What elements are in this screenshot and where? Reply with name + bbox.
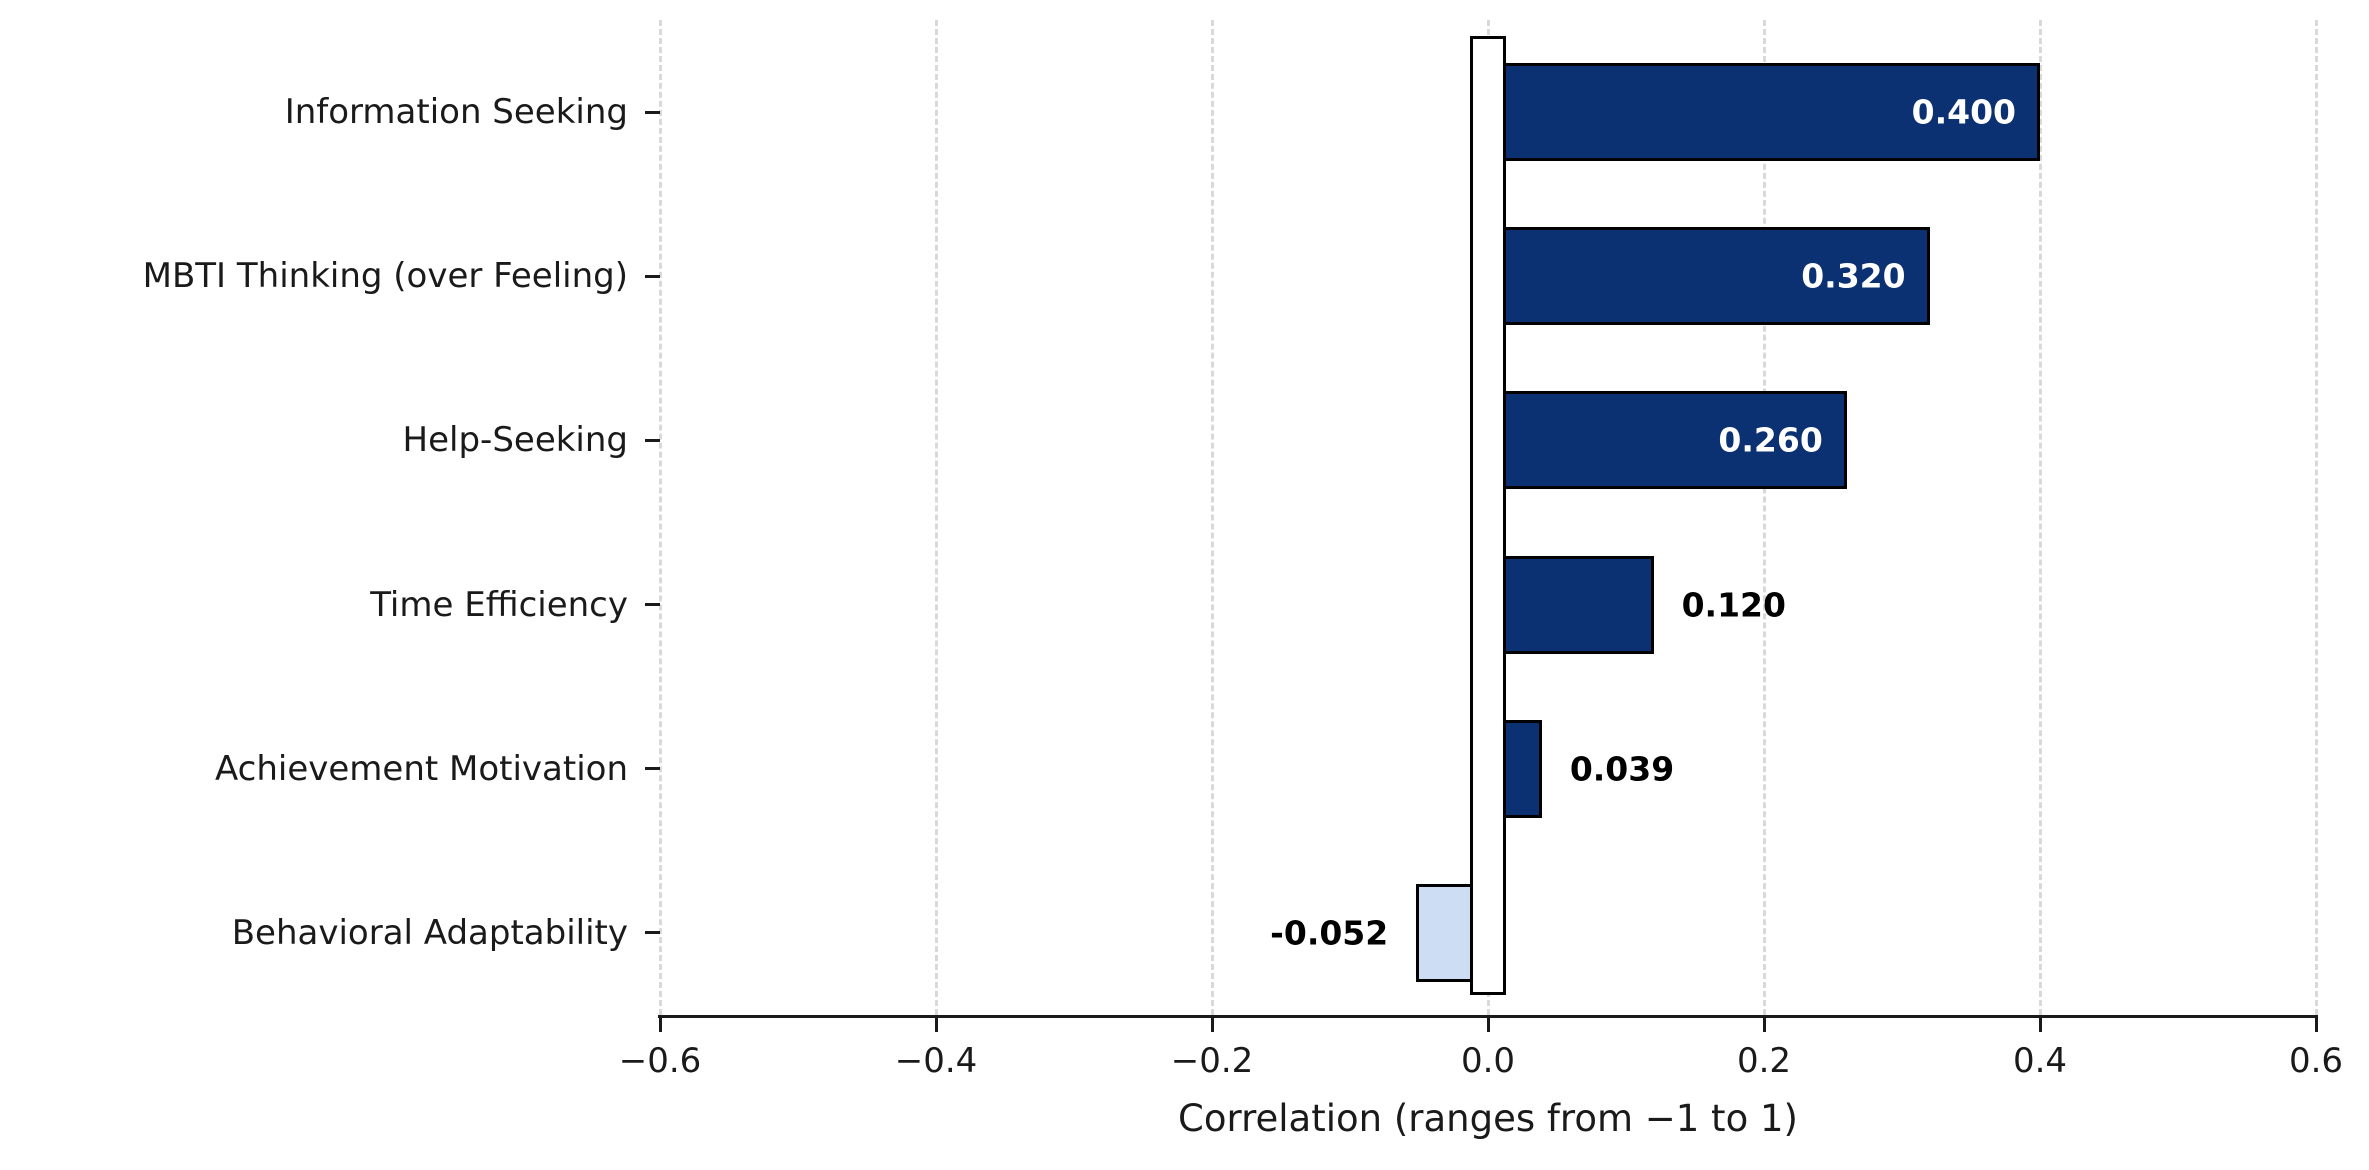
- x-tick-mark: [934, 1018, 938, 1032]
- gridline: [658, 20, 662, 1015]
- bar: [1488, 63, 2040, 162]
- x-tick-label: 0.0: [1460, 1041, 1516, 1081]
- gridline: [1210, 20, 1214, 1015]
- x-tick-mark: [658, 1018, 662, 1032]
- y-tick-mark: [645, 603, 660, 607]
- category-label: Help-Seeking: [402, 420, 628, 461]
- bar-value-label: -0.052: [1270, 913, 1389, 953]
- x-axis-line: [658, 1015, 2318, 1018]
- y-tick-mark: [645, 274, 660, 278]
- bar: [1488, 227, 1930, 326]
- gridline: [2038, 20, 2042, 1015]
- category-label: Time Efficiency: [370, 584, 628, 625]
- y-tick-mark: [645, 110, 660, 114]
- gridline: [2314, 20, 2318, 1015]
- x-tick-label: −0.6: [618, 1041, 702, 1081]
- gridline: [934, 20, 938, 1015]
- bar: [1488, 391, 1847, 490]
- bar: [1488, 555, 1654, 654]
- zero-reference-marker: [1470, 36, 1506, 995]
- x-tick-label: 0.2: [1736, 1041, 1792, 1081]
- category-label: Information Seeking: [284, 92, 628, 133]
- x-tick-label: −0.4: [894, 1041, 978, 1081]
- x-tick-label: 0.6: [2288, 1041, 2344, 1081]
- x-tick-label: 0.4: [2012, 1041, 2068, 1081]
- bar-value-label: 0.400: [1911, 92, 2016, 132]
- x-tick-mark: [2314, 1018, 2318, 1032]
- gridline: [1762, 20, 1766, 1015]
- category-label: MBTI Thinking (over Feeling): [142, 256, 628, 297]
- x-axis-title: Correlation (ranges from −1 to 1): [1178, 1097, 1798, 1140]
- x-tick-mark: [2038, 1018, 2042, 1032]
- category-label: Achievement Motivation: [214, 748, 628, 789]
- x-tick-mark: [1762, 1018, 1766, 1032]
- bar-value-label: 0.320: [1801, 256, 1906, 296]
- y-tick-mark: [645, 767, 660, 771]
- y-tick-mark: [645, 931, 660, 935]
- category-label: Behavioral Adaptability: [231, 912, 628, 953]
- y-tick-mark: [645, 438, 660, 442]
- x-tick-mark: [1486, 1018, 1490, 1032]
- bar-value-label: 0.039: [1569, 749, 1675, 789]
- x-tick-mark: [1210, 1018, 1214, 1032]
- x-tick-label: −0.2: [1170, 1041, 1254, 1081]
- bar-value-label: 0.120: [1681, 585, 1786, 625]
- bar-value-label: 0.260: [1718, 420, 1823, 460]
